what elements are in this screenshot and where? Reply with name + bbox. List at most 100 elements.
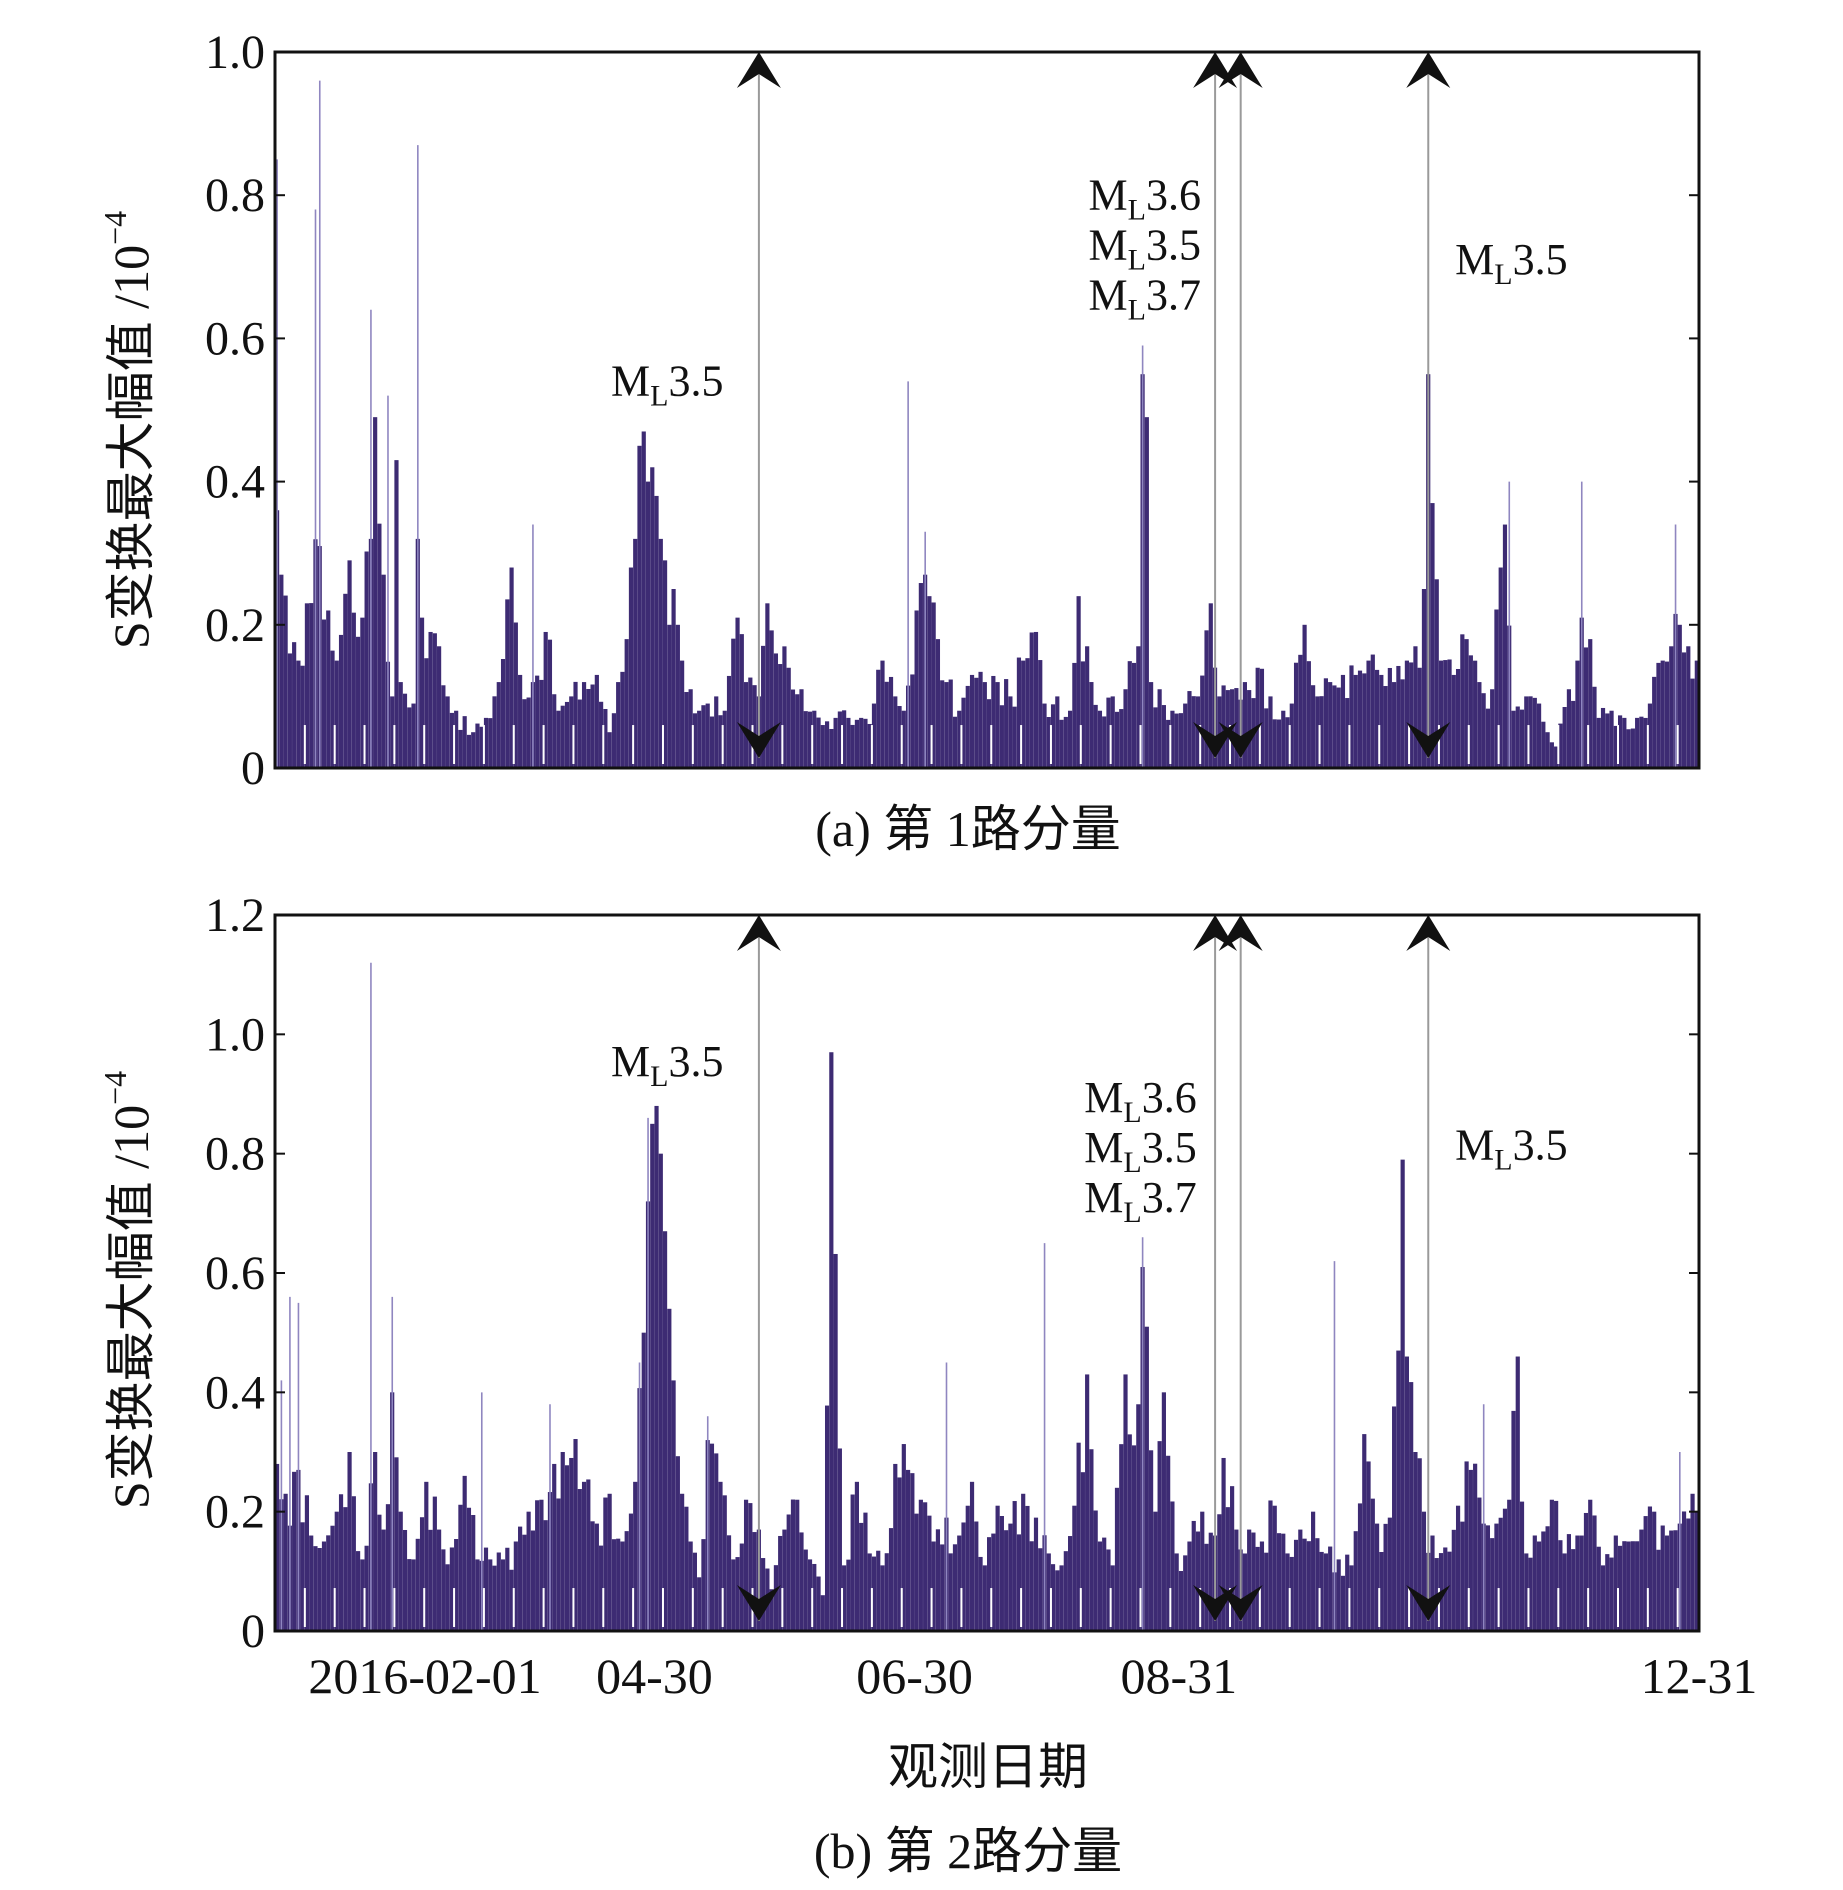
up-arrow-icon bbox=[1218, 915, 1263, 951]
bar bbox=[910, 1473, 915, 1631]
bar bbox=[1387, 1517, 1392, 1631]
bar bbox=[1511, 710, 1516, 768]
bar bbox=[313, 1546, 318, 1631]
bar bbox=[940, 1544, 945, 1631]
bar bbox=[658, 1153, 663, 1631]
bar bbox=[1528, 1557, 1533, 1631]
bar bbox=[1097, 1541, 1103, 1631]
bar bbox=[616, 1538, 621, 1631]
bar bbox=[620, 1541, 625, 1631]
bar bbox=[496, 682, 501, 768]
bar bbox=[837, 711, 842, 768]
bar bbox=[611, 1539, 616, 1631]
bar bbox=[1157, 689, 1162, 768]
bar bbox=[509, 1569, 514, 1631]
bar bbox=[859, 717, 864, 768]
bar bbox=[309, 603, 314, 768]
bar bbox=[1374, 669, 1380, 768]
bar bbox=[901, 1444, 906, 1631]
bar bbox=[923, 1502, 928, 1631]
bar bbox=[611, 713, 616, 768]
bar bbox=[1549, 1499, 1554, 1631]
bar bbox=[731, 1559, 736, 1631]
bar bbox=[1340, 1575, 1346, 1631]
chart-panel-b: 0 0.2 0.4 0.6 0.8 1.0 1.2 2016-02-01 04-30 06-30… bbox=[97, 889, 1757, 1879]
bar bbox=[1315, 696, 1320, 768]
bar bbox=[1191, 1520, 1196, 1631]
bar bbox=[381, 574, 386, 768]
bar bbox=[599, 1545, 604, 1631]
bar bbox=[1566, 689, 1572, 768]
bar bbox=[428, 1529, 433, 1631]
bar bbox=[1123, 1374, 1128, 1631]
y-tick-label: 0.2 bbox=[205, 1486, 265, 1539]
bar bbox=[1349, 665, 1354, 768]
bar bbox=[1387, 667, 1392, 768]
bar bbox=[1298, 1529, 1303, 1631]
bar bbox=[1059, 719, 1064, 768]
bar bbox=[1025, 1505, 1030, 1631]
bar bbox=[1021, 660, 1026, 768]
bar bbox=[641, 431, 646, 768]
bar bbox=[1008, 696, 1013, 768]
bar bbox=[492, 696, 497, 768]
bar bbox=[1259, 668, 1265, 768]
bar bbox=[935, 1529, 941, 1631]
bar bbox=[914, 1513, 919, 1631]
bar bbox=[675, 624, 680, 768]
bar bbox=[287, 653, 292, 768]
bar bbox=[829, 1052, 834, 1631]
bar bbox=[1136, 1404, 1141, 1631]
bar bbox=[586, 1479, 591, 1631]
bar bbox=[581, 682, 587, 768]
bar bbox=[445, 1564, 450, 1631]
bar bbox=[880, 1565, 885, 1631]
bar bbox=[1170, 1501, 1175, 1631]
bar bbox=[1166, 1455, 1171, 1631]
bar bbox=[1579, 1535, 1584, 1631]
bar bbox=[628, 567, 634, 768]
bar bbox=[402, 693, 408, 768]
magnitude-label: ML3.5 bbox=[611, 1037, 723, 1093]
bar bbox=[304, 1495, 310, 1631]
bar bbox=[475, 723, 480, 768]
bar bbox=[283, 1493, 288, 1631]
bar bbox=[1097, 710, 1103, 768]
bar bbox=[458, 729, 463, 768]
bar bbox=[569, 696, 574, 768]
bar bbox=[1285, 1553, 1290, 1631]
bar bbox=[1571, 1549, 1576, 1631]
bar bbox=[1605, 1554, 1610, 1631]
bar bbox=[842, 1565, 847, 1631]
bar bbox=[552, 694, 557, 768]
bar bbox=[820, 1595, 825, 1631]
bar bbox=[573, 1439, 578, 1631]
bar bbox=[816, 1576, 821, 1631]
bar bbox=[471, 732, 476, 768]
bar bbox=[1588, 639, 1593, 768]
bar bbox=[441, 685, 446, 768]
bar bbox=[765, 603, 770, 768]
magnitude-label: ML3.7 bbox=[1084, 1173, 1196, 1229]
bar bbox=[1626, 1541, 1631, 1631]
bar bbox=[1311, 685, 1316, 768]
bar bbox=[1443, 660, 1448, 768]
bar bbox=[1306, 1541, 1311, 1631]
bar bbox=[824, 721, 830, 768]
bar bbox=[1093, 704, 1098, 768]
bar bbox=[974, 677, 979, 768]
bar bbox=[1264, 708, 1269, 768]
bar bbox=[1392, 682, 1397, 768]
bar bbox=[1656, 662, 1661, 768]
bar bbox=[901, 710, 906, 768]
bar bbox=[1481, 693, 1486, 768]
x-tick-label: 2016-02-01 bbox=[308, 1648, 541, 1704]
bar bbox=[752, 1532, 757, 1631]
bar bbox=[552, 1463, 557, 1631]
bar bbox=[543, 631, 548, 768]
bar bbox=[978, 1556, 983, 1631]
bar bbox=[846, 717, 851, 768]
bar bbox=[739, 634, 744, 768]
up-arrow-icon bbox=[736, 52, 781, 88]
bar bbox=[748, 1503, 753, 1631]
